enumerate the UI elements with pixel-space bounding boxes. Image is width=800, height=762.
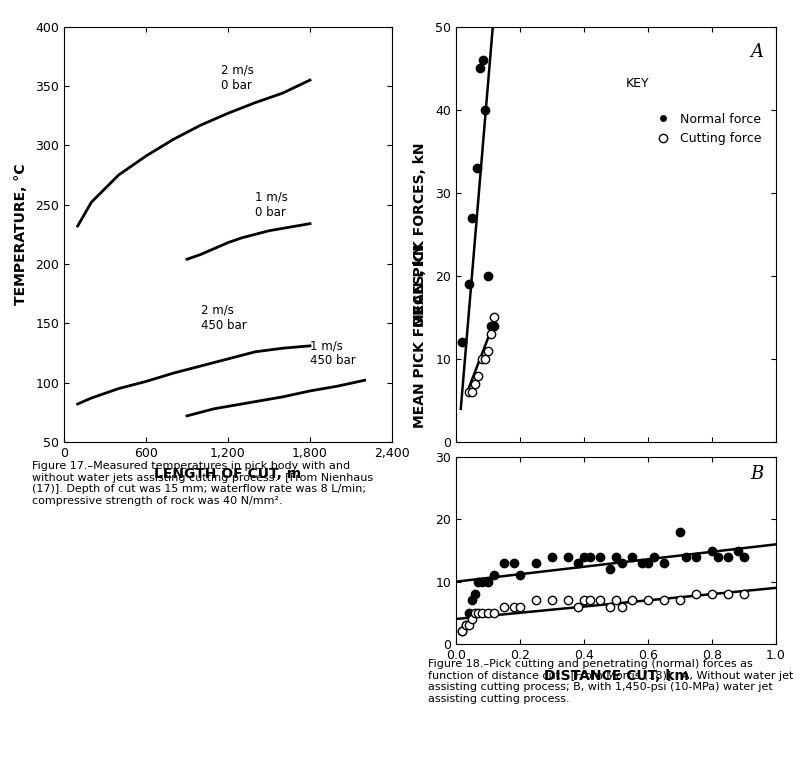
Point xyxy=(635,557,648,569)
Point xyxy=(712,551,725,563)
Point xyxy=(674,594,686,607)
Point xyxy=(507,557,520,569)
Point xyxy=(546,594,558,607)
Point xyxy=(584,594,597,607)
Point xyxy=(603,563,616,575)
Point xyxy=(706,588,718,600)
Point xyxy=(722,588,734,600)
Point xyxy=(488,607,501,619)
Point xyxy=(466,386,478,399)
Point xyxy=(642,594,654,607)
Point xyxy=(530,557,542,569)
Point xyxy=(482,344,494,357)
Point xyxy=(472,575,485,588)
Point xyxy=(690,551,702,563)
Text: 1 m/s
0 bar: 1 m/s 0 bar xyxy=(255,191,288,219)
Text: Figure 18.–Pick cutting and penetrating (normal) forces as
function of distance : Figure 18.–Pick cutting and penetrating … xyxy=(428,659,794,704)
Point xyxy=(498,600,510,613)
Point xyxy=(648,551,661,563)
Point xyxy=(546,551,558,563)
Point xyxy=(626,594,638,607)
Point xyxy=(578,594,590,607)
Point xyxy=(469,378,482,390)
Point xyxy=(603,600,616,613)
Text: MEAN PICK FORCES, kN: MEAN PICK FORCES, kN xyxy=(413,243,427,427)
Point xyxy=(690,588,702,600)
Point xyxy=(485,319,498,331)
Point xyxy=(482,575,494,588)
Point xyxy=(488,319,501,331)
Point xyxy=(488,312,501,324)
Text: 2 m/s
450 bar: 2 m/s 450 bar xyxy=(201,303,246,331)
Point xyxy=(459,619,472,631)
Point xyxy=(498,557,510,569)
Text: B: B xyxy=(750,465,763,482)
Point xyxy=(562,594,574,607)
Point xyxy=(706,544,718,556)
Point xyxy=(462,278,475,290)
Point xyxy=(658,594,670,607)
Point xyxy=(474,62,486,74)
Legend: Normal force, Cutting force: Normal force, Cutting force xyxy=(645,107,766,150)
Point xyxy=(722,551,734,563)
Y-axis label: TEMPERATURE, °C: TEMPERATURE, °C xyxy=(14,164,28,305)
Point xyxy=(514,569,526,581)
Point xyxy=(626,551,638,563)
Point xyxy=(475,353,488,365)
Point xyxy=(674,526,686,538)
Point xyxy=(658,557,670,569)
Point xyxy=(466,613,478,625)
Point xyxy=(456,626,469,638)
Point xyxy=(610,594,622,607)
Point xyxy=(485,328,498,340)
X-axis label: DISTANCE CUT, km: DISTANCE CUT, km xyxy=(543,669,689,683)
Point xyxy=(571,557,584,569)
Text: 2 m/s
0 bar: 2 m/s 0 bar xyxy=(221,64,254,92)
Point xyxy=(466,212,478,224)
Point xyxy=(475,575,488,588)
Point xyxy=(472,607,485,619)
Point xyxy=(594,551,606,563)
Point xyxy=(459,619,472,631)
Point xyxy=(462,619,475,631)
Point xyxy=(478,104,491,116)
Text: MEAN PICK FORCES, kN: MEAN PICK FORCES, kN xyxy=(413,142,427,327)
Text: A: A xyxy=(750,43,763,61)
Point xyxy=(571,600,584,613)
X-axis label: LENGTH OF CUT, m: LENGTH OF CUT, m xyxy=(154,467,302,481)
Point xyxy=(616,600,629,613)
Point xyxy=(488,569,501,581)
Point xyxy=(482,607,494,619)
Point xyxy=(478,353,491,365)
Point xyxy=(738,588,750,600)
Point xyxy=(477,54,490,66)
Point xyxy=(616,557,629,569)
Point xyxy=(738,551,750,563)
Point xyxy=(456,626,469,638)
Point xyxy=(584,551,597,563)
Point xyxy=(514,600,526,613)
Point xyxy=(578,551,590,563)
Point xyxy=(469,607,482,619)
Point xyxy=(475,607,488,619)
Point xyxy=(610,551,622,563)
Point xyxy=(594,594,606,607)
Text: KEY: KEY xyxy=(626,76,650,89)
Point xyxy=(731,544,744,556)
Point xyxy=(680,551,693,563)
Text: 1 m/s
450 bar: 1 m/s 450 bar xyxy=(310,339,356,367)
Point xyxy=(507,600,520,613)
Point xyxy=(472,370,485,382)
Point xyxy=(482,270,494,282)
Point xyxy=(469,588,482,600)
Point xyxy=(642,557,654,569)
Point xyxy=(470,162,483,174)
Point xyxy=(466,594,478,607)
Point xyxy=(456,336,469,348)
Point xyxy=(530,594,542,607)
Point xyxy=(462,386,475,399)
Point xyxy=(462,607,475,619)
Point xyxy=(562,551,574,563)
Text: Figure 17.–Measured temperatures in pick body with and
without water jets assist: Figure 17.–Measured temperatures in pick… xyxy=(32,461,373,506)
